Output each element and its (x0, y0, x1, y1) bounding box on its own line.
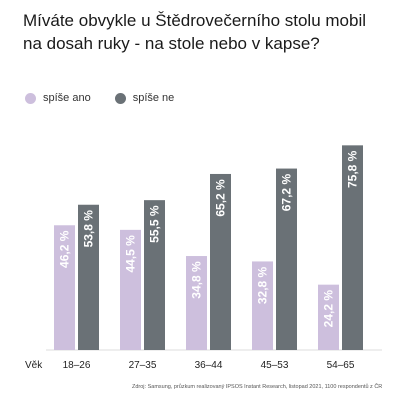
data-label-ano-4: 32,8 % (256, 266, 270, 304)
data-label-ne-4: 67,2 % (280, 174, 294, 212)
legend-item-ne: spíše ne (114, 92, 175, 104)
source-note: Zdroj: Samsung, průzkum realizovaný IPSO… (132, 384, 383, 390)
data-label-ne-1: 53,8 % (82, 210, 96, 248)
x-tick-label-3: 36–44 (195, 360, 223, 371)
legend-swatch-ne (114, 92, 126, 104)
data-label-ne-3: 65,2 % (214, 179, 228, 217)
bar-ano-1 (54, 225, 75, 350)
legend: spíše ano spíše ne (25, 92, 198, 104)
data-label-ano-2: 44,5 % (124, 235, 138, 273)
legend-item-ano: spíše ano (25, 92, 91, 104)
data-label-ano-5: 24,2 % (322, 290, 336, 328)
legend-swatch-ano (25, 92, 36, 104)
bar-ne-4 (276, 168, 297, 350)
x-tick-label-2: 27–35 (129, 360, 157, 371)
chart-title: Míváte obvykle u Štědrovečerního stolu m… (23, 11, 367, 53)
x-tick-label-5: 54–65 (327, 360, 355, 371)
x-tick-label-4: 45–53 (261, 360, 289, 371)
x-axis-label: Věk (25, 360, 43, 371)
bar-ano-4 (252, 261, 273, 350)
data-label-ano-1: 46,2 % (58, 230, 72, 268)
bar-ne-1 (78, 204, 99, 350)
bar-ne-5 (342, 145, 363, 350)
data-label-ano-3: 34,8 % (190, 261, 204, 299)
legend-label-ano: spíše ano (43, 92, 91, 104)
data-label-ne-2: 55,5 % (148, 205, 162, 243)
bar-ano-5 (318, 284, 339, 350)
x-tick-label-1: 18–26 (63, 360, 91, 371)
bar-ne-3 (210, 173, 231, 350)
bar-ano-2 (120, 229, 141, 350)
legend-label-ne: spíše ne (132, 92, 175, 104)
bar-ano-3 (186, 256, 207, 350)
data-label-ne-5: 75,8 % (346, 150, 360, 188)
bar-ne-2 (144, 200, 165, 350)
